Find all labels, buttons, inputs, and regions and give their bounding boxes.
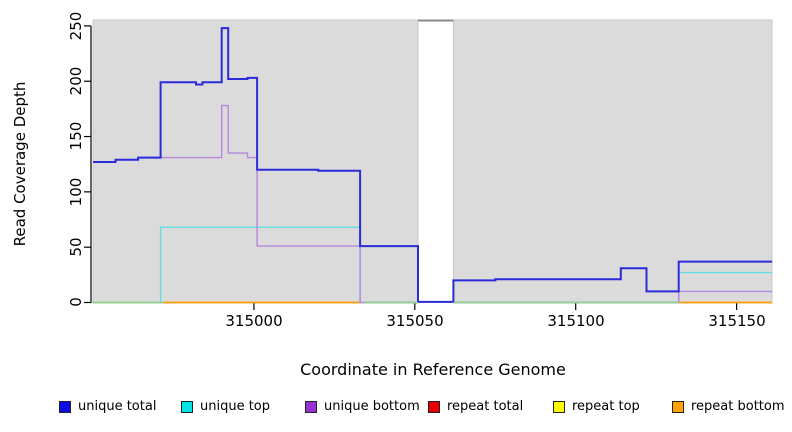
legend-label: unique top xyxy=(200,399,271,414)
data-series-lines xyxy=(93,27,772,304)
legend-label: repeat top xyxy=(572,399,640,414)
repeat-bottom-swatch-icon xyxy=(672,401,684,413)
y-tick-label: 250 xyxy=(67,11,85,41)
y-tick-label: 200 xyxy=(67,66,85,96)
legend-label: repeat total xyxy=(447,399,524,414)
repeat-top-swatch-icon xyxy=(553,401,565,413)
y-tick-label: 150 xyxy=(67,121,85,151)
unique-total-swatch-icon xyxy=(59,401,71,413)
legend-label: unique bottom xyxy=(324,399,420,414)
x-tick-label: 315150 xyxy=(708,312,766,330)
unique-bottom-swatch-icon xyxy=(305,401,317,413)
repeat-total-swatch-icon xyxy=(428,401,440,413)
y-tick-label: 0 xyxy=(67,297,85,307)
y-tick-label: 100 xyxy=(67,177,85,207)
x-tick-label: 315000 xyxy=(225,312,283,330)
x-tick-label: 315050 xyxy=(386,312,444,330)
unique-top-swatch-icon xyxy=(181,401,193,413)
y-axis-title: Read Coverage Depth xyxy=(11,81,29,247)
legend-item-repeat-total: repeat total xyxy=(428,398,523,416)
legend-label: repeat bottom xyxy=(691,399,785,414)
legend-item-unique-total: unique total xyxy=(59,398,156,416)
legend-item-repeat-bottom: repeat bottom xyxy=(672,398,785,416)
legend-item-unique-top: unique top xyxy=(181,398,270,416)
axes xyxy=(84,25,738,310)
x-tick-label: 315100 xyxy=(547,312,605,330)
legend-item-unique-bottom: unique bottom xyxy=(305,398,420,416)
plot-panel xyxy=(92,19,773,304)
y-tick-label: 50 xyxy=(67,237,85,257)
legend-item-repeat-top: repeat top xyxy=(553,398,640,416)
x-axis-title: Coordinate in Reference Genome xyxy=(300,360,566,379)
legend-label: unique total xyxy=(78,399,157,414)
